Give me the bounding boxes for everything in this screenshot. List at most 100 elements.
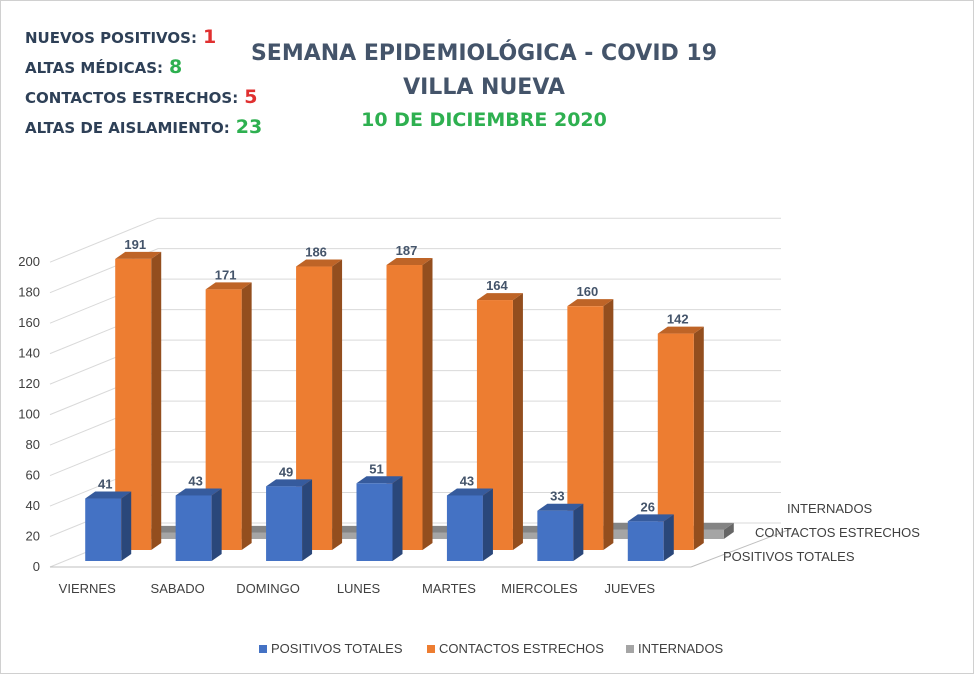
legend-label: POSITIVOS TOTALES [271, 641, 403, 656]
bar-front [175, 495, 212, 561]
data-label: 43 [460, 473, 474, 488]
y-tick-label: 100 [18, 407, 40, 422]
x-tick-label: MARTES [422, 581, 476, 596]
bar-side [302, 479, 313, 561]
data-label: 26 [641, 499, 655, 514]
legend-swatch [427, 645, 435, 653]
bar-side [211, 488, 222, 561]
stat-label: ALTAS MÉDICAS: [25, 59, 164, 77]
bar-top [537, 503, 584, 511]
y-tick-label: 80 [26, 437, 40, 452]
legend-swatch [259, 645, 267, 653]
x-tick-label: SABADO [151, 581, 205, 596]
depth-label: INTERNADOS [787, 501, 873, 516]
x-tick-label: DOMINGO [236, 581, 300, 596]
bar-front [235, 532, 272, 539]
x-tick-label: JUEVES [604, 581, 655, 596]
bar-contactos [386, 258, 433, 550]
depth-label: POSITIVOS TOTALES [723, 549, 855, 564]
bar-front [85, 498, 122, 561]
bar-top [296, 259, 343, 267]
y-tick-label: 200 [18, 254, 40, 269]
floor-side-edge [690, 528, 792, 568]
bar-front [657, 333, 694, 550]
stat-altas-aislamiento: ALTAS DE AISLAMIENTO: 23 [25, 116, 262, 138]
y-tick-label: 0 [33, 559, 40, 574]
bar-side [332, 259, 343, 550]
bar-top [567, 299, 614, 307]
chart-title: SEMANA EPIDEMIOLÓGICA - COVID 19 [250, 41, 718, 66]
chart-date: 10 DE DICIEMBRE 2020 [361, 109, 607, 131]
stat-label: CONTACTOS ESTRECHOS: [25, 89, 239, 107]
data-label: 51 [369, 461, 383, 476]
data-label: 186 [305, 245, 327, 260]
stat-value: 8 [169, 56, 183, 78]
bar-top [386, 258, 433, 266]
bar-side [241, 282, 252, 550]
stat-label: NUEVOS POSITIVOS: [25, 29, 197, 47]
bar-top [356, 476, 403, 484]
bar-side [603, 299, 614, 550]
bar-side [663, 514, 674, 561]
bar-side [422, 258, 433, 550]
depth-label: CONTACTOS ESTRECHOS [755, 525, 920, 540]
bar-front [506, 532, 543, 539]
stat-value: 5 [244, 86, 258, 108]
data-label: 191 [124, 237, 146, 252]
bar-contactos [476, 293, 523, 550]
bar-front [266, 486, 303, 561]
stat-label: ALTAS DE AISLAMIENTO: [25, 119, 230, 137]
bar-top [175, 488, 222, 496]
bar-side [482, 488, 493, 561]
data-label: 43 [188, 473, 202, 488]
stat-value: 1 [202, 26, 217, 48]
bar-front [326, 532, 363, 539]
bar-contactos [115, 251, 162, 550]
bar-positivos [537, 503, 584, 561]
bar-side [392, 476, 403, 561]
data-label: 171 [215, 267, 237, 282]
data-label: 33 [550, 489, 564, 504]
bar-front [597, 529, 634, 539]
bar-positivos [627, 514, 674, 561]
bar-positivos [446, 488, 493, 561]
bar-top [446, 488, 493, 496]
bar-front [356, 483, 393, 561]
bar-contactos [296, 259, 343, 550]
gridline [49, 248, 781, 294]
bar-front [687, 529, 724, 539]
y-tick-label: 160 [18, 315, 40, 330]
bar-side [573, 503, 584, 561]
bar-top [627, 514, 674, 522]
data-label: 142 [667, 312, 689, 327]
y-tick-label: 60 [26, 468, 40, 483]
y-tick-label: 40 [26, 498, 40, 513]
stat-nuevos-positivos: NUEVOS POSITIVOS: 1 [25, 26, 216, 48]
y-tick-label: 140 [18, 346, 40, 361]
stat-contactos-estrechos: CONTACTOS ESTRECHOS: 5 [25, 86, 257, 108]
bar-contactos [657, 326, 704, 550]
bar-top [115, 251, 162, 259]
bar-top [657, 326, 704, 334]
legend-label: CONTACTOS ESTRECHOS [439, 641, 604, 656]
stat-value: 23 [235, 116, 263, 138]
bar-contactos [205, 282, 252, 550]
bar-side [121, 491, 132, 561]
x-tick-label: VIERNES [59, 581, 116, 596]
data-label: 49 [279, 464, 293, 479]
bar-positivos [85, 491, 132, 561]
bar-top [476, 293, 523, 301]
data-label: 187 [396, 243, 418, 258]
bar-front [416, 532, 453, 539]
bar-front [627, 521, 664, 561]
x-tick-label: MIERCOLES [501, 581, 578, 596]
gridline [49, 217, 781, 263]
bar-top [205, 282, 252, 290]
y-tick-label: 120 [18, 376, 40, 391]
bar-top [266, 479, 313, 487]
bar-positivos [266, 479, 313, 561]
bar-side [512, 293, 523, 550]
y-tick-label: 20 [26, 529, 40, 544]
